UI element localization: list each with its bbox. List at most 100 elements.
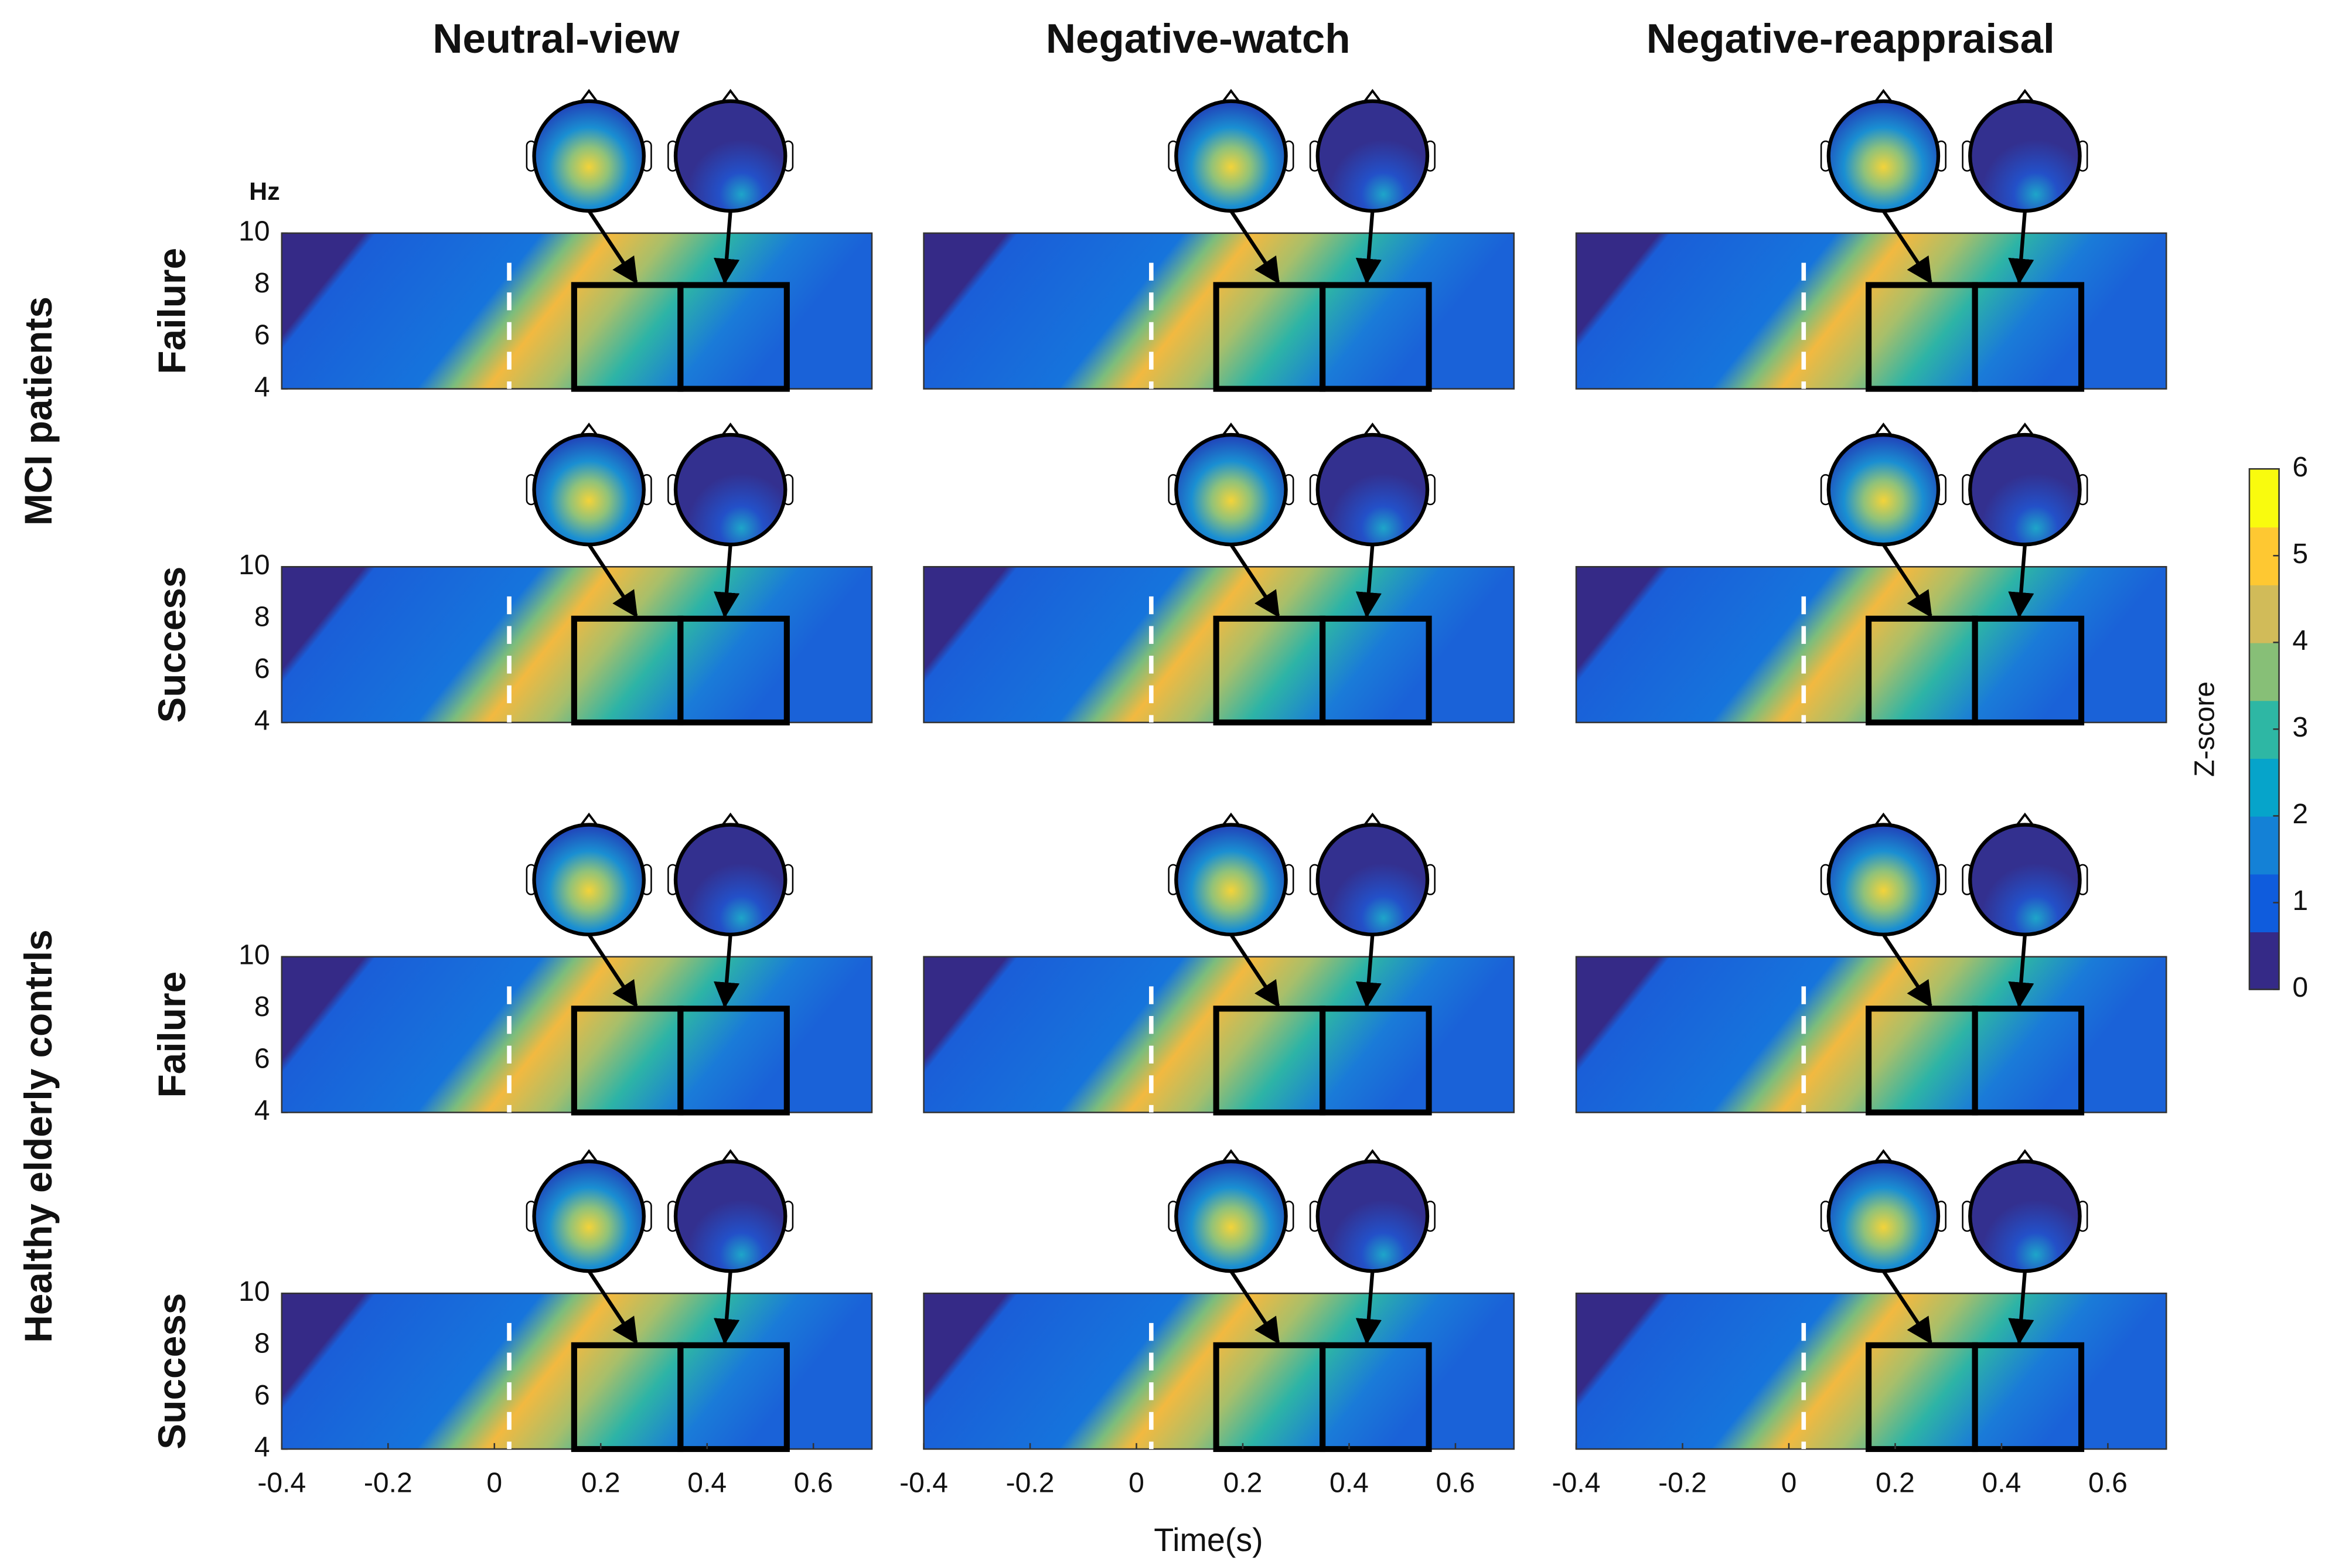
arrow [714, 1271, 740, 1345]
head-nose [1362, 1149, 1383, 1164]
x-tick-label: 0 [486, 1467, 502, 1498]
y-tick-label: 6 [254, 653, 270, 684]
time-window [1320, 1342, 1432, 1453]
topoplot [673, 1159, 788, 1273]
colorbar-segment [2249, 469, 2279, 528]
time-window [1320, 1005, 1432, 1116]
time-window [677, 282, 790, 392]
row-label: Success [150, 1293, 193, 1450]
x-tick-label: -0.4 [257, 1467, 306, 1498]
arrow [1881, 1270, 1932, 1345]
head-nose [1362, 422, 1383, 437]
arrow [1355, 210, 1382, 285]
y-tick-label: 8 [254, 601, 270, 633]
x-tick-label: -0.4 [1552, 1467, 1601, 1498]
group-label: MCI patients [16, 296, 60, 526]
y-tick-label: 6 [254, 1043, 270, 1075]
head-nose [1873, 1149, 1894, 1164]
time-window [1972, 615, 2085, 726]
y-tick-label: 4 [254, 371, 270, 403]
head-nose [579, 422, 599, 437]
arrow [587, 1270, 638, 1345]
row-label: Failure [150, 972, 193, 1098]
head-nose [1221, 1149, 1241, 1164]
y-tick-label: 8 [254, 267, 270, 299]
arrow [714, 934, 740, 1008]
x-tick-label: -0.2 [364, 1467, 412, 1498]
head-nose [1873, 422, 1894, 437]
topoplot [1315, 99, 1430, 213]
time-window [1320, 615, 1432, 726]
x-tick-label: 0.2 [581, 1467, 621, 1498]
arrow [587, 210, 638, 285]
arrow [2008, 544, 2034, 619]
column-title: Negative-reappraisal [1646, 16, 2055, 62]
arrow [1881, 210, 1932, 285]
x-tick-label: 0.2 [1876, 1467, 1915, 1498]
x-tick-label: 0.2 [1223, 1467, 1263, 1498]
topoplot [1968, 823, 2082, 937]
y-tick-label: 4 [254, 1431, 270, 1463]
y-tick-label: 10 [238, 939, 270, 971]
y-tick-label: 10 [238, 216, 270, 247]
arrow [1229, 210, 1280, 285]
topoplot [673, 99, 788, 213]
colorbar-label: Z-score [2188, 681, 2220, 777]
head-nose [579, 1149, 599, 1164]
row-label: Success [150, 567, 193, 723]
time-window [1320, 282, 1432, 392]
head-nose [2015, 422, 2035, 437]
head-nose [1873, 88, 1894, 104]
y-tick-label: 4 [254, 705, 270, 737]
y-tick-label: 6 [254, 1379, 270, 1411]
y-tick-label: 10 [238, 549, 270, 581]
head-nose [1873, 812, 1894, 827]
arrow [714, 210, 740, 285]
topoplot [1968, 432, 2082, 547]
colorbar-segment [2249, 758, 2279, 817]
arrow [1355, 934, 1382, 1008]
topoplot [1174, 1159, 1288, 1273]
topoplot [1826, 432, 1941, 547]
x-tick-label: 0 [1129, 1467, 1144, 1498]
arrow [2008, 1271, 2034, 1345]
head-nose [1221, 422, 1241, 437]
time-window [677, 615, 790, 726]
row-label: Failure [150, 248, 193, 374]
x-tick-label: 0.4 [687, 1467, 727, 1498]
topoplot [532, 432, 646, 547]
head-nose [720, 1149, 741, 1164]
arrow [1355, 544, 1382, 619]
x-tick-label: 0.6 [1436, 1467, 1475, 1498]
topoplot [1826, 823, 1941, 937]
topoplot [1826, 1159, 1941, 1273]
colorbar-segment [2249, 642, 2279, 701]
arrow [1355, 1271, 1382, 1345]
head-nose [720, 88, 741, 104]
head-nose [1221, 88, 1241, 104]
colorbar-tick-label: 3 [2292, 711, 2308, 743]
arrow [1881, 933, 1932, 1008]
arrow [1881, 543, 1932, 618]
x-tick-label: 0.6 [794, 1467, 833, 1498]
y-tick-label: 4 [254, 1095, 270, 1126]
topoplot [1174, 823, 1288, 937]
x-tick-label: -0.2 [1658, 1467, 1707, 1498]
colorbar-segment [2249, 584, 2279, 643]
y-tick-label: 8 [254, 1328, 270, 1359]
head-nose [2015, 812, 2035, 827]
head-nose [2015, 1149, 2035, 1164]
x-tick-label: -0.4 [899, 1467, 948, 1498]
topoplot [532, 823, 646, 937]
topoplot [1315, 1159, 1430, 1273]
colorbar-tick-label: 1 [2292, 885, 2308, 916]
y-tick-label: 10 [238, 1276, 270, 1307]
topoplot [1826, 99, 1941, 213]
colorbar-tick-label: 0 [2292, 972, 2308, 1003]
topoplot [532, 99, 646, 213]
head-nose [579, 812, 599, 827]
arrow [587, 543, 638, 618]
arrow [714, 544, 740, 619]
colorbar-tick-label: 2 [2292, 798, 2308, 830]
